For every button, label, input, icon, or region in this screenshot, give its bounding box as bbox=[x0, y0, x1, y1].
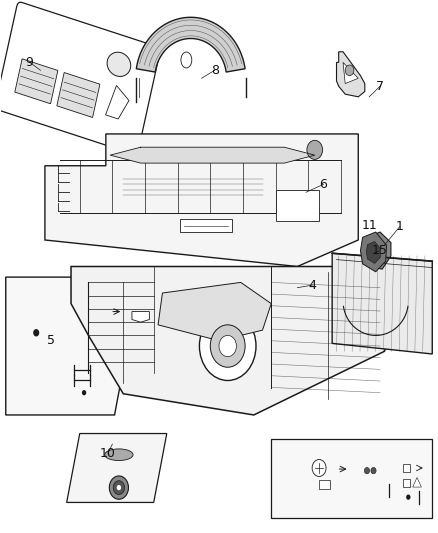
Bar bbox=[180, 219, 232, 232]
Polygon shape bbox=[158, 282, 271, 341]
Polygon shape bbox=[336, 52, 365, 97]
Circle shape bbox=[219, 335, 237, 357]
Polygon shape bbox=[6, 277, 141, 415]
Circle shape bbox=[82, 390, 86, 395]
Circle shape bbox=[110, 476, 128, 499]
Circle shape bbox=[364, 467, 370, 474]
Circle shape bbox=[406, 495, 410, 500]
Bar bbox=[276, 190, 319, 221]
Text: 10: 10 bbox=[100, 447, 116, 459]
Circle shape bbox=[210, 325, 245, 367]
Circle shape bbox=[199, 312, 256, 381]
Polygon shape bbox=[106, 85, 129, 119]
Circle shape bbox=[345, 65, 354, 76]
Bar bbox=[403, 479, 410, 487]
Polygon shape bbox=[71, 266, 402, 415]
Polygon shape bbox=[45, 134, 358, 266]
Polygon shape bbox=[271, 439, 432, 519]
Ellipse shape bbox=[105, 449, 133, 461]
Text: 11: 11 bbox=[361, 219, 377, 232]
Text: 9: 9 bbox=[26, 56, 34, 69]
Polygon shape bbox=[332, 253, 432, 354]
Polygon shape bbox=[366, 241, 381, 263]
Circle shape bbox=[371, 467, 376, 474]
Text: 4: 4 bbox=[309, 279, 317, 292]
Circle shape bbox=[113, 481, 124, 495]
Circle shape bbox=[312, 459, 326, 477]
Text: 7: 7 bbox=[376, 80, 384, 93]
Polygon shape bbox=[136, 17, 245, 72]
Text: 5: 5 bbox=[47, 334, 56, 347]
Bar bbox=[15, 59, 58, 104]
Circle shape bbox=[33, 329, 39, 336]
Text: 8: 8 bbox=[211, 64, 219, 77]
Circle shape bbox=[307, 140, 322, 159]
Polygon shape bbox=[365, 232, 391, 269]
Ellipse shape bbox=[181, 52, 192, 68]
Polygon shape bbox=[110, 147, 315, 163]
Text: 6: 6 bbox=[319, 178, 327, 191]
Bar bbox=[319, 480, 330, 489]
Polygon shape bbox=[343, 62, 358, 84]
Polygon shape bbox=[132, 312, 149, 322]
Bar bbox=[403, 464, 410, 472]
Polygon shape bbox=[67, 433, 167, 503]
FancyBboxPatch shape bbox=[0, 2, 160, 154]
Ellipse shape bbox=[107, 52, 131, 76]
Circle shape bbox=[117, 485, 121, 490]
Text: 1: 1 bbox=[396, 220, 403, 233]
Text: 15: 15 bbox=[372, 244, 388, 257]
Polygon shape bbox=[413, 478, 421, 487]
Polygon shape bbox=[360, 232, 387, 272]
Bar bbox=[57, 72, 100, 117]
